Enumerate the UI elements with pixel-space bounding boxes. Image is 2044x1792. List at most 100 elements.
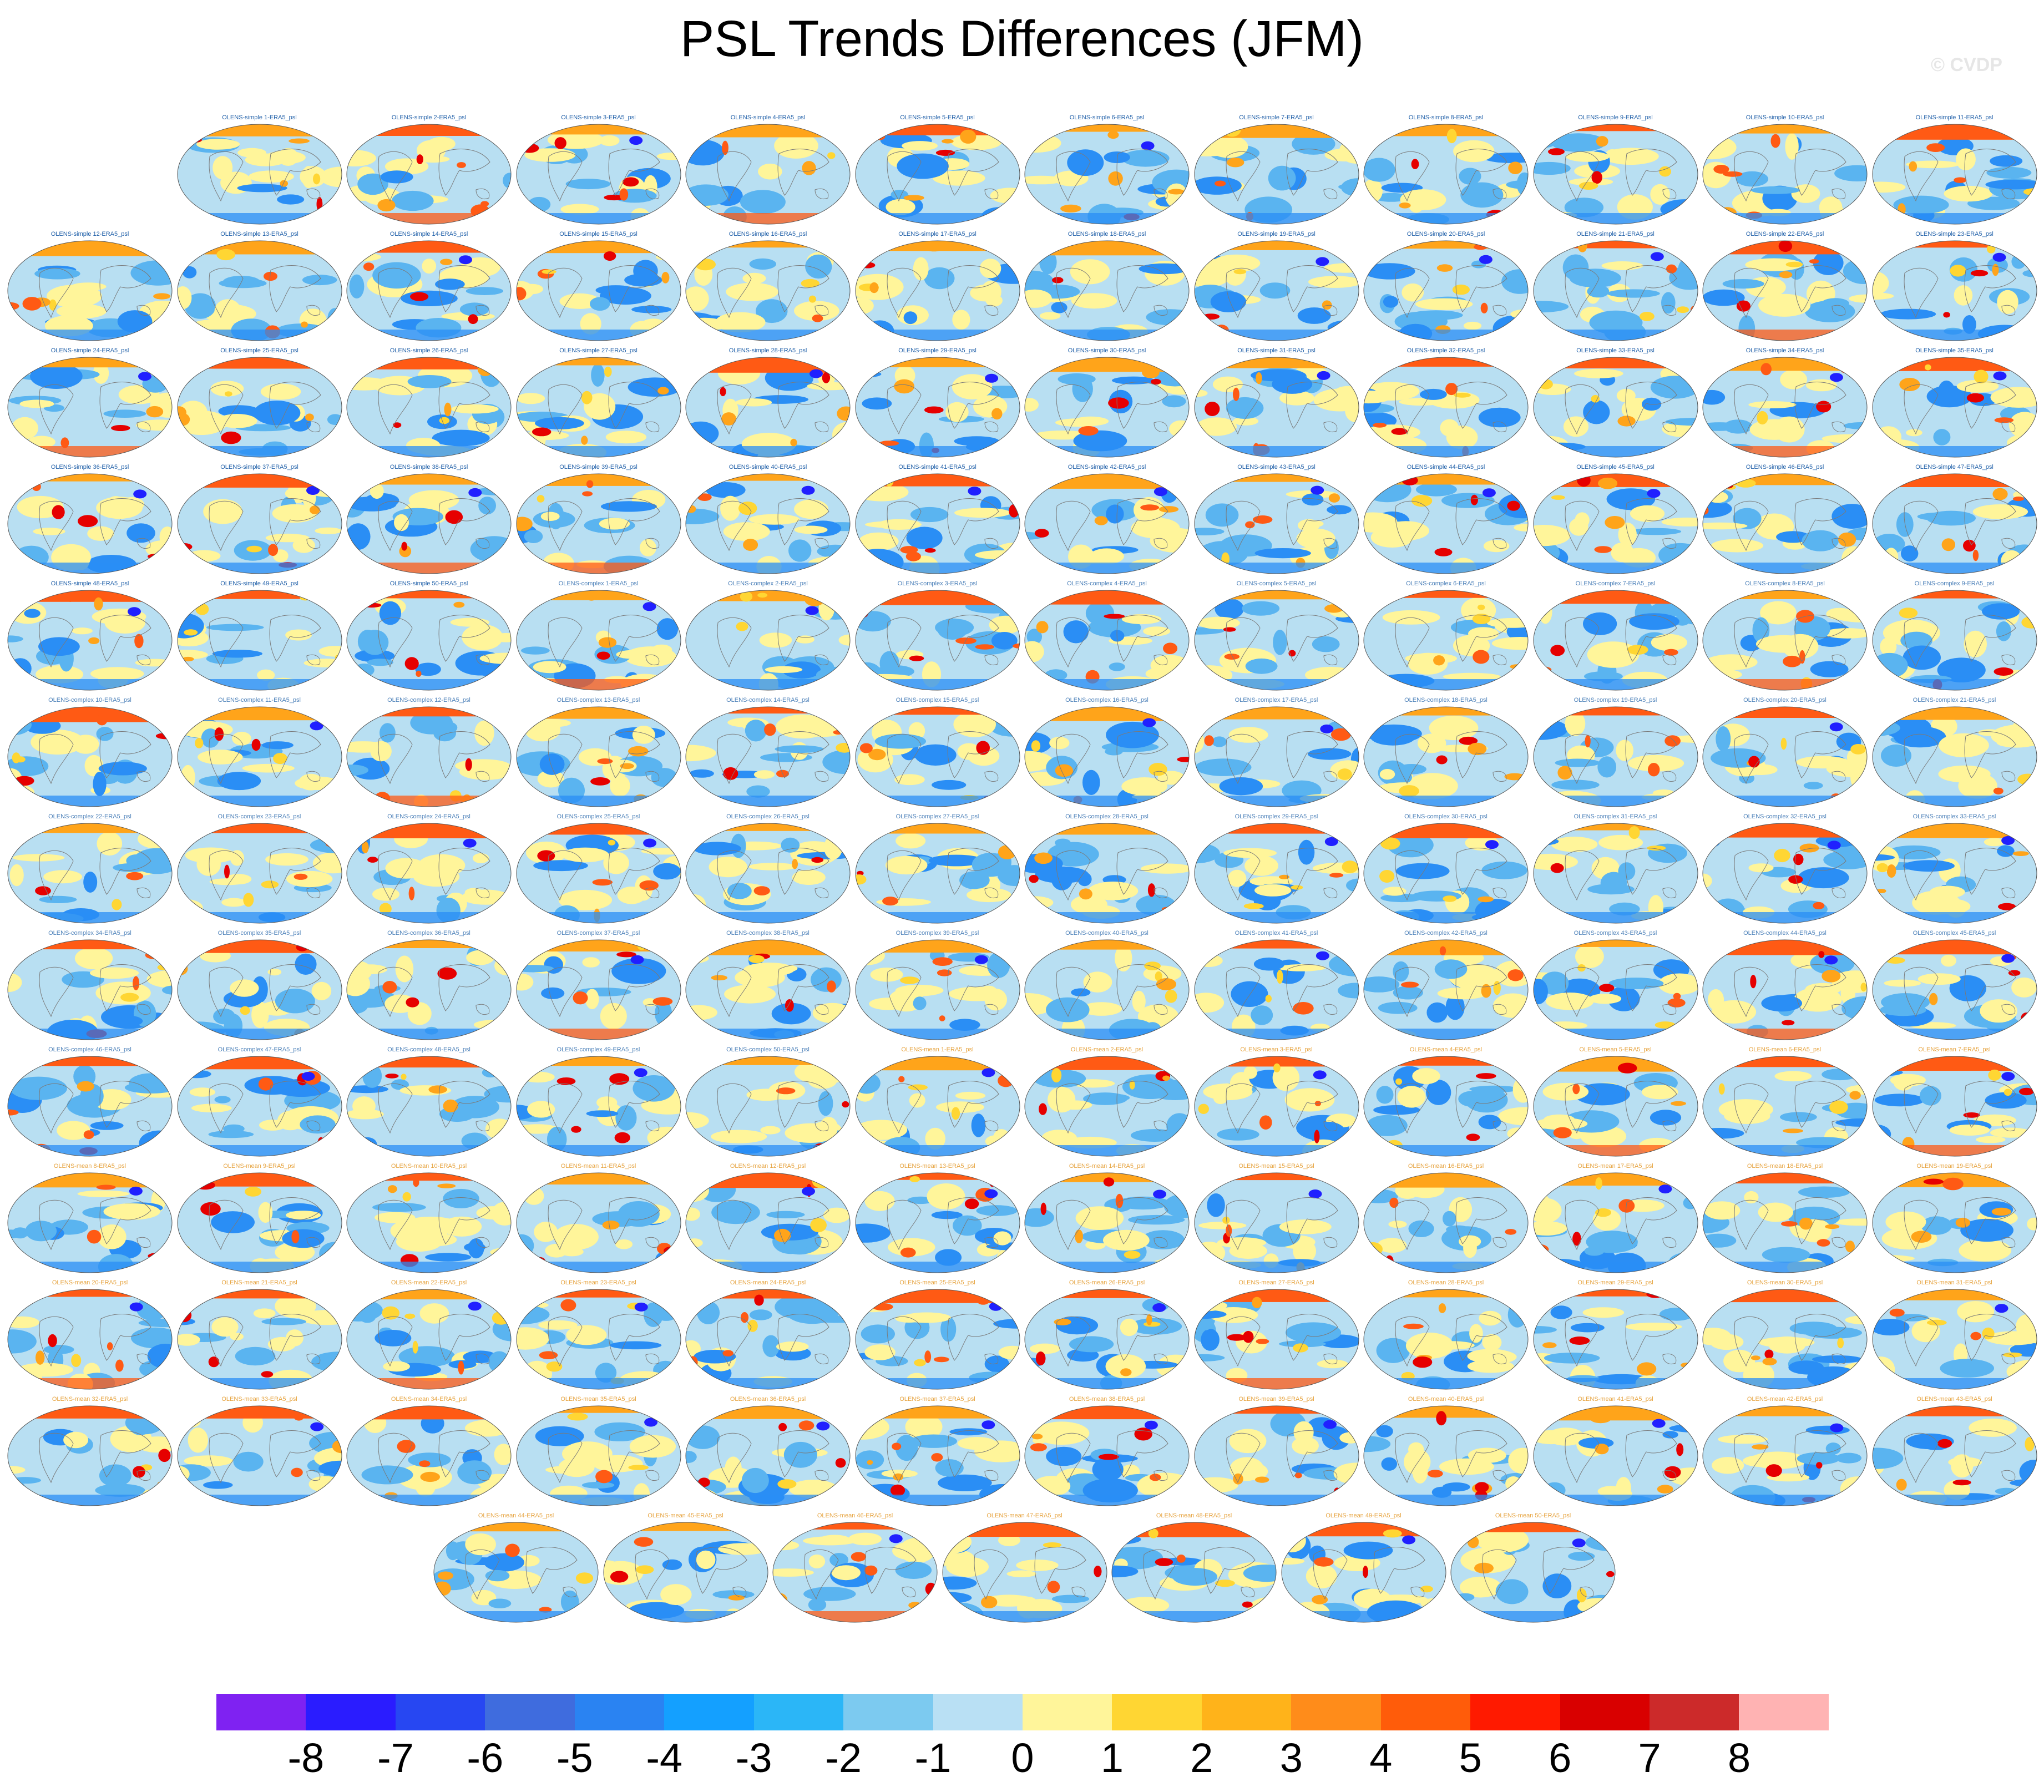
colorbar-box [843,1694,933,1730]
globe-map [177,473,342,574]
panel-caption: OLENS-complex 32-ERA5_psl [1743,813,1827,820]
globe-map [1872,1289,2037,1390]
map-panel: OLENS-simple 37-ERA5_psl [176,464,343,575]
globe-map [1702,240,1868,341]
map-panel: OLENS-simple 18-ERA5_psl [1024,231,1190,342]
globe-map [346,357,512,458]
colorbar-box [933,1694,1023,1730]
map-panel: OLENS-complex 38-ERA5_psl [685,930,851,1041]
panel-caption: OLENS-complex 11-ERA5_psl [218,697,301,703]
globe-map [855,939,1020,1040]
panel-caption: OLENS-simple 42-ERA5_psl [1067,464,1146,470]
panel-caption: OLENS-complex 1-ERA5_psl [558,580,639,587]
globe-map [685,240,851,341]
panel-caption: OLENS-complex 23-ERA5_psl [217,813,301,820]
map-panel: OLENS-complex 2-ERA5_psl [685,580,851,691]
panel-caption: OLENS-mean 41-ERA5_psl [1577,1396,1653,1403]
globe-map [1533,939,1698,1040]
panel-caption: OLENS-mean 19-ERA5_psl [1916,1163,1992,1170]
globe-map [1702,357,1868,458]
globe-map [177,1172,342,1273]
panel-caption: OLENS-mean 50-ERA5_psl [1495,1512,1571,1519]
colorbar-tick-label: 8 [1727,1735,1751,1781]
globe-map [1024,357,1190,458]
map-panel: OLENS-mean 50-ERA5_psl [1450,1512,1616,1623]
map-panel: OLENS-complex 30-ERA5_psl [1363,813,1529,924]
map-panel: OLENS-mean 21-ERA5_psl [176,1279,343,1390]
map-panel: OLENS-simple 44-ERA5_psl [1363,464,1529,575]
globe-map [685,473,851,574]
globe-map [1363,706,1529,807]
map-panel: OLENS-mean 22-ERA5_psl [346,1279,512,1390]
colorbar-tick-label: 1 [1100,1735,1124,1781]
globe-map [1702,1056,1868,1157]
panel-caption: OLENS-mean 26-ERA5_psl [1069,1279,1145,1286]
globe-map [177,240,342,341]
panel-caption: OLENS-mean 24-ERA5_psl [730,1279,806,1286]
map-panel: OLENS-mean 7-ERA5_psl [1871,1046,2038,1157]
globe-map [855,357,1020,458]
globe-map [855,1172,1020,1273]
map-panel: OLENS-complex 44-ERA5_psl [1702,930,1868,1041]
map-panel: OLENS-complex 31-ERA5_psl [1532,813,1699,924]
map-panel: OLENS-simple 34-ERA5_psl [1702,347,1868,458]
panel-caption: OLENS-mean 15-ERA5_psl [1238,1163,1314,1170]
panel-caption: OLENS-simple 50-ERA5_psl [389,580,468,587]
map-panel: OLENS-mean 48-ERA5_psl [1111,1512,1277,1623]
map-panel: OLENS-mean 31-ERA5_psl [1871,1279,2038,1390]
map-panel: OLENS-mean 16-ERA5_psl [1363,1163,1529,1274]
globe-map [1194,357,1359,458]
map-panel: OLENS-complex 13-ERA5_psl [515,697,682,808]
map-panel: OLENS-complex 12-ERA5_psl [346,697,512,808]
panel-caption: OLENS-simple 12-ERA5_psl [50,231,129,237]
map-panel: OLENS-complex 8-ERA5_psl [1702,580,1868,691]
map-panel: OLENS-mean 35-ERA5_psl [515,1396,682,1507]
panel-caption: OLENS-mean 22-ERA5_psl [391,1279,467,1286]
globe-map [7,823,173,924]
globe-map [1363,240,1529,341]
map-panel: OLENS-complex 40-ERA5_psl [1024,930,1190,1041]
panel-caption: OLENS-simple 1-ERA5_psl [222,114,297,121]
globe-map [516,357,681,458]
globe-map [1363,124,1529,225]
map-panel: OLENS-mean 41-ERA5_psl [1532,1396,1699,1507]
globe-map [346,1405,512,1506]
map-panel: OLENS-simple 17-ERA5_psl [854,231,1021,342]
panel-caption: OLENS-mean 39-ERA5_psl [1238,1396,1314,1403]
colorbar-tick-label: 5 [1459,1735,1482,1781]
map-panel: OLENS-simple 16-ERA5_psl [685,231,851,342]
map-panel: OLENS-simple 38-ERA5_psl [346,464,512,575]
map-panel: OLENS-complex 21-ERA5_psl [1871,697,2038,808]
map-panel: OLENS-mean 30-ERA5_psl [1702,1279,1868,1390]
map-panel: OLENS-complex 48-ERA5_psl [346,1046,512,1157]
panel-caption: OLENS-simple 47-ERA5_psl [1915,464,1994,470]
globe-map [1533,240,1698,341]
globe-map [1024,823,1190,924]
panel-caption: OLENS-simple 41-ERA5_psl [898,464,977,470]
map-panel: OLENS-complex 39-ERA5_psl [854,930,1021,1041]
panel-caption: OLENS-mean 16-ERA5_psl [1408,1163,1484,1170]
globe-map [346,124,512,225]
map-panel: OLENS-complex 26-ERA5_psl [685,813,851,924]
globe-map [1024,939,1190,1040]
panel-caption: OLENS-simple 7-ERA5_psl [1239,114,1314,121]
map-panel-grid: OLENS-simple 1-ERA5_psl OLENS-simple 2-ER… [7,114,2038,1623]
globe-map [516,1405,681,1506]
panel-caption: OLENS-simple 44-ERA5_psl [1406,464,1485,470]
globe-map [7,240,173,341]
globe-map [685,706,851,807]
panel-caption: OLENS-complex 30-ERA5_psl [1404,813,1488,820]
panel-caption: OLENS-mean 6-ERA5_psl [1748,1046,1822,1053]
panel-caption: OLENS-simple 15-ERA5_psl [559,231,638,237]
globe-map [1363,939,1529,1040]
map-panel: OLENS-simple 1-ERA5_psl [176,114,343,225]
globe-map [1872,706,2037,807]
map-panel: OLENS-complex 17-ERA5_psl [1193,697,1360,808]
map-panel: OLENS-simple 43-ERA5_psl [1193,464,1360,575]
panel-caption: OLENS-simple 23-ERA5_psl [1915,231,1994,237]
panel-caption: OLENS-mean 42-ERA5_psl [1747,1396,1823,1403]
map-panel: OLENS-mean 43-ERA5_psl [1871,1396,2038,1507]
panel-caption: OLENS-complex 15-ERA5_psl [895,697,979,703]
globe-map [346,1056,512,1157]
globe-map [855,1289,1020,1390]
